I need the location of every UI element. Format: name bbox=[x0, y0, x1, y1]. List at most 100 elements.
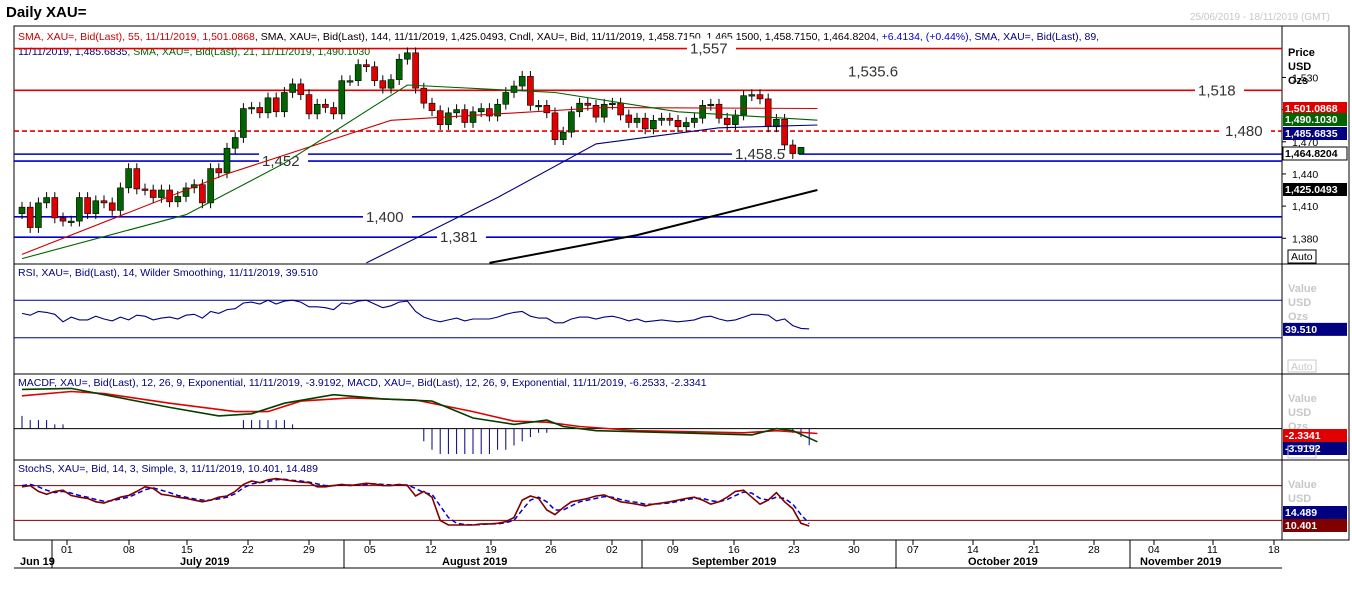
candle-down bbox=[256, 107, 264, 114]
rsi-line bbox=[21, 299, 810, 330]
level-label-bg bbox=[1222, 121, 1271, 139]
candle-up bbox=[682, 122, 690, 128]
candle-up bbox=[174, 196, 182, 203]
level-label: 1,452 bbox=[262, 153, 300, 170]
candle-down bbox=[584, 102, 592, 106]
price-legend-line1-part: , Cndl, XAU=, Bid, 11/11/2019, 1,458.715… bbox=[503, 31, 876, 43]
price-tag bbox=[1283, 183, 1347, 196]
price-axis-header: USD bbox=[1288, 61, 1311, 73]
candle-up bbox=[633, 117, 641, 123]
candle-down bbox=[199, 184, 206, 204]
candle-up bbox=[43, 197, 50, 204]
candle-down bbox=[108, 202, 116, 211]
stoch-tag bbox=[1283, 519, 1347, 532]
candle-up bbox=[559, 131, 567, 140]
candle-down bbox=[781, 118, 788, 146]
candle-down bbox=[592, 105, 600, 118]
candle-down bbox=[363, 64, 370, 68]
price-legend-line1: SMA, XAU=, Bid(Last), 55, 11/11/2019, 1,… bbox=[18, 31, 1099, 43]
stoch-tag-label: 10.401 bbox=[1285, 520, 1317, 532]
price-axis-header: Price bbox=[1288, 47, 1315, 59]
candle-down bbox=[84, 197, 91, 214]
price-axis-header: Ozs bbox=[1288, 75, 1308, 87]
stoch-legend: StochS, XAU=, Bid, 14, 3, Simple, 3, 11/… bbox=[18, 463, 318, 475]
candle-up bbox=[248, 107, 255, 110]
x-tick-label: 14 bbox=[967, 544, 979, 556]
rsi-axis-header: Value bbox=[1288, 283, 1317, 295]
candle-down bbox=[723, 117, 731, 125]
x-tick-label: 21 bbox=[1028, 544, 1040, 556]
candle-up bbox=[535, 105, 542, 108]
candle-down bbox=[141, 188, 149, 191]
candle-up bbox=[240, 108, 247, 138]
auto-scale-button bbox=[1287, 249, 1317, 264]
candle-up bbox=[125, 168, 132, 189]
rsi-axis-header: USD bbox=[1288, 297, 1311, 309]
price-legend-line1-part: , SMA, XAU=, Bid(Last), 144, 11/11/2019,… bbox=[255, 31, 504, 43]
price-tag bbox=[1283, 113, 1347, 126]
rsi-tag bbox=[1283, 322, 1347, 336]
macd-legend: MACDF, XAU=, Bid(Last), 12, 26, 9, Expon… bbox=[18, 377, 707, 389]
candle-down bbox=[674, 120, 682, 128]
candle-up bbox=[289, 83, 296, 93]
candle-down bbox=[617, 102, 624, 116]
level-label: 1,518 bbox=[1198, 82, 1236, 99]
candle-up bbox=[502, 92, 510, 105]
x-tick-label: 12 bbox=[425, 544, 437, 556]
stoch-tag bbox=[1283, 506, 1347, 519]
rsi-axis-header: Ozs bbox=[1288, 311, 1308, 323]
level-label: 1,480 bbox=[1225, 123, 1263, 140]
auto-scale-label: Auto bbox=[1291, 251, 1313, 263]
level-label: 1,400 bbox=[366, 209, 404, 226]
candle-up bbox=[445, 112, 452, 125]
candle-up bbox=[568, 111, 575, 133]
stoch-tag-label: 14.489 bbox=[1285, 507, 1317, 519]
candle-up bbox=[207, 168, 214, 204]
macd-axis-header: USD bbox=[1288, 407, 1311, 419]
price-tick-label: 1,410 bbox=[1292, 201, 1318, 213]
x-tick-label: 08 bbox=[123, 544, 135, 556]
candle-up bbox=[92, 200, 100, 214]
month-label: August 2019 bbox=[442, 556, 507, 568]
candle-up bbox=[18, 206, 26, 214]
level-label-bg bbox=[437, 227, 486, 245]
candle-up bbox=[158, 189, 165, 198]
candle-up bbox=[773, 118, 780, 128]
candle-down bbox=[551, 112, 559, 140]
x-tick-label: 19 bbox=[485, 544, 497, 556]
candle-up bbox=[281, 92, 288, 113]
stoch-axis-header: USD bbox=[1288, 493, 1311, 505]
candle-up bbox=[231, 137, 239, 149]
level-label-bg bbox=[732, 144, 799, 162]
candle-down bbox=[715, 103, 723, 119]
ma-line-sma-55 bbox=[21, 106, 818, 255]
month-label: November 2019 bbox=[1140, 556, 1221, 568]
x-tick-label: 29 bbox=[303, 544, 315, 556]
rsi-tag-label: 39.510 bbox=[1285, 324, 1317, 336]
candle-up bbox=[346, 80, 354, 83]
x-tick-label: 22 bbox=[242, 544, 254, 556]
candle-down bbox=[26, 206, 34, 228]
ma-line-sma-21 bbox=[21, 84, 818, 260]
level-label: 1,381 bbox=[440, 229, 478, 246]
x-tick-label: 09 bbox=[667, 544, 679, 556]
candle-up bbox=[477, 108, 485, 113]
price-tag bbox=[1283, 102, 1347, 115]
price-tag-label: 1,425.0493 bbox=[1285, 184, 1338, 196]
x-tick-label: 30 bbox=[848, 544, 860, 556]
x-tick-label: 01 bbox=[61, 544, 73, 556]
candle-down bbox=[133, 168, 141, 190]
candle-up bbox=[313, 103, 321, 115]
candle-down bbox=[420, 87, 428, 104]
macd-signal-line bbox=[21, 390, 818, 435]
candle-up bbox=[76, 197, 83, 222]
macd-tag-label: -3.9192 bbox=[1285, 443, 1321, 455]
candle-down bbox=[379, 80, 387, 89]
x-tick-label: 07 bbox=[907, 544, 919, 556]
candle-up bbox=[469, 111, 477, 123]
candle-up bbox=[354, 64, 362, 81]
price-tag bbox=[1282, 146, 1348, 161]
price-tag-label: 1,501.0868 bbox=[1285, 103, 1338, 115]
price-tag-label: 1,490.1030 bbox=[1285, 114, 1338, 126]
x-tick-label: 04 bbox=[1148, 544, 1160, 556]
